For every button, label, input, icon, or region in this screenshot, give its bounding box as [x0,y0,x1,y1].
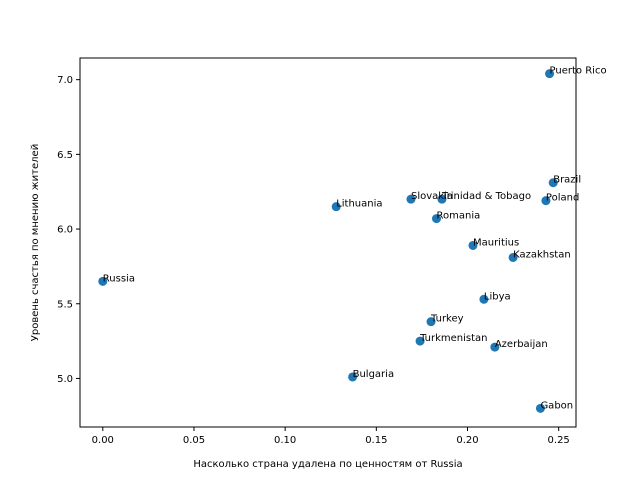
data-point [508,252,518,262]
y-tick-label: 6.0 [57,225,73,236]
x-tick-label: 0.25 [548,435,570,446]
point-label: Slovakia [411,191,453,202]
y-tick-label: 7.0 [57,75,73,86]
point-label: Libya [484,291,511,302]
point-label: Brazil [553,175,581,186]
data-point [437,194,447,204]
point-label: Russia [103,273,135,284]
point-label: Bulgaria [353,369,394,380]
point-label: Mauritius [473,237,519,248]
point-label: Turkmenistan [419,333,487,344]
point-label: Gabon [540,400,573,411]
point-label: Kazakhstan [513,249,571,260]
x-tick-label: 0.10 [274,435,296,446]
y-axis-ticks: 5.0 5.5 6.0 6.5 7.0 [57,75,80,385]
data-point [415,336,425,346]
x-axis-label: Насколько страна удалена по ценностям от… [193,459,462,470]
data-point [406,194,416,204]
point-label: Romania [437,211,481,222]
x-tick-label: 0.05 [183,435,205,446]
data-point [348,372,358,382]
data-point [331,202,341,212]
point-label: Lithuania [336,199,382,210]
y-tick-label: 5.5 [57,299,73,310]
plot-area: Russia Lithuania Bulgaria Slovakia Turkey Tur… [98,66,607,413]
x-tick-label: 0.00 [92,435,114,446]
data-point [468,240,478,250]
data-point [541,196,551,206]
data-point [490,342,500,352]
data-point [432,214,441,224]
x-axis-ticks: 0.00 0.05 0.10 0.15 0.20 0.25 [92,427,570,446]
data-point [535,403,545,413]
point-label: Poland [546,193,579,204]
data-point [479,294,489,304]
data-point [545,69,555,79]
data-point [98,276,108,286]
point-label: Trinidad & Tobago [441,191,531,202]
point-label: Turkey [430,314,464,325]
axes-frame [79,57,577,428]
x-tick-label: 0.15 [365,435,387,446]
data-point [548,178,558,188]
point-label: Azerbaijan [495,339,548,350]
y-axis-label: Уровень счастья по мнению жителей [30,144,41,341]
data-point [426,317,436,327]
x-tick-label: 0.20 [456,435,478,446]
y-tick-label: 5.0 [57,374,73,385]
y-tick-label: 6.5 [57,150,73,161]
point-label: Puerto Rico [550,66,607,77]
